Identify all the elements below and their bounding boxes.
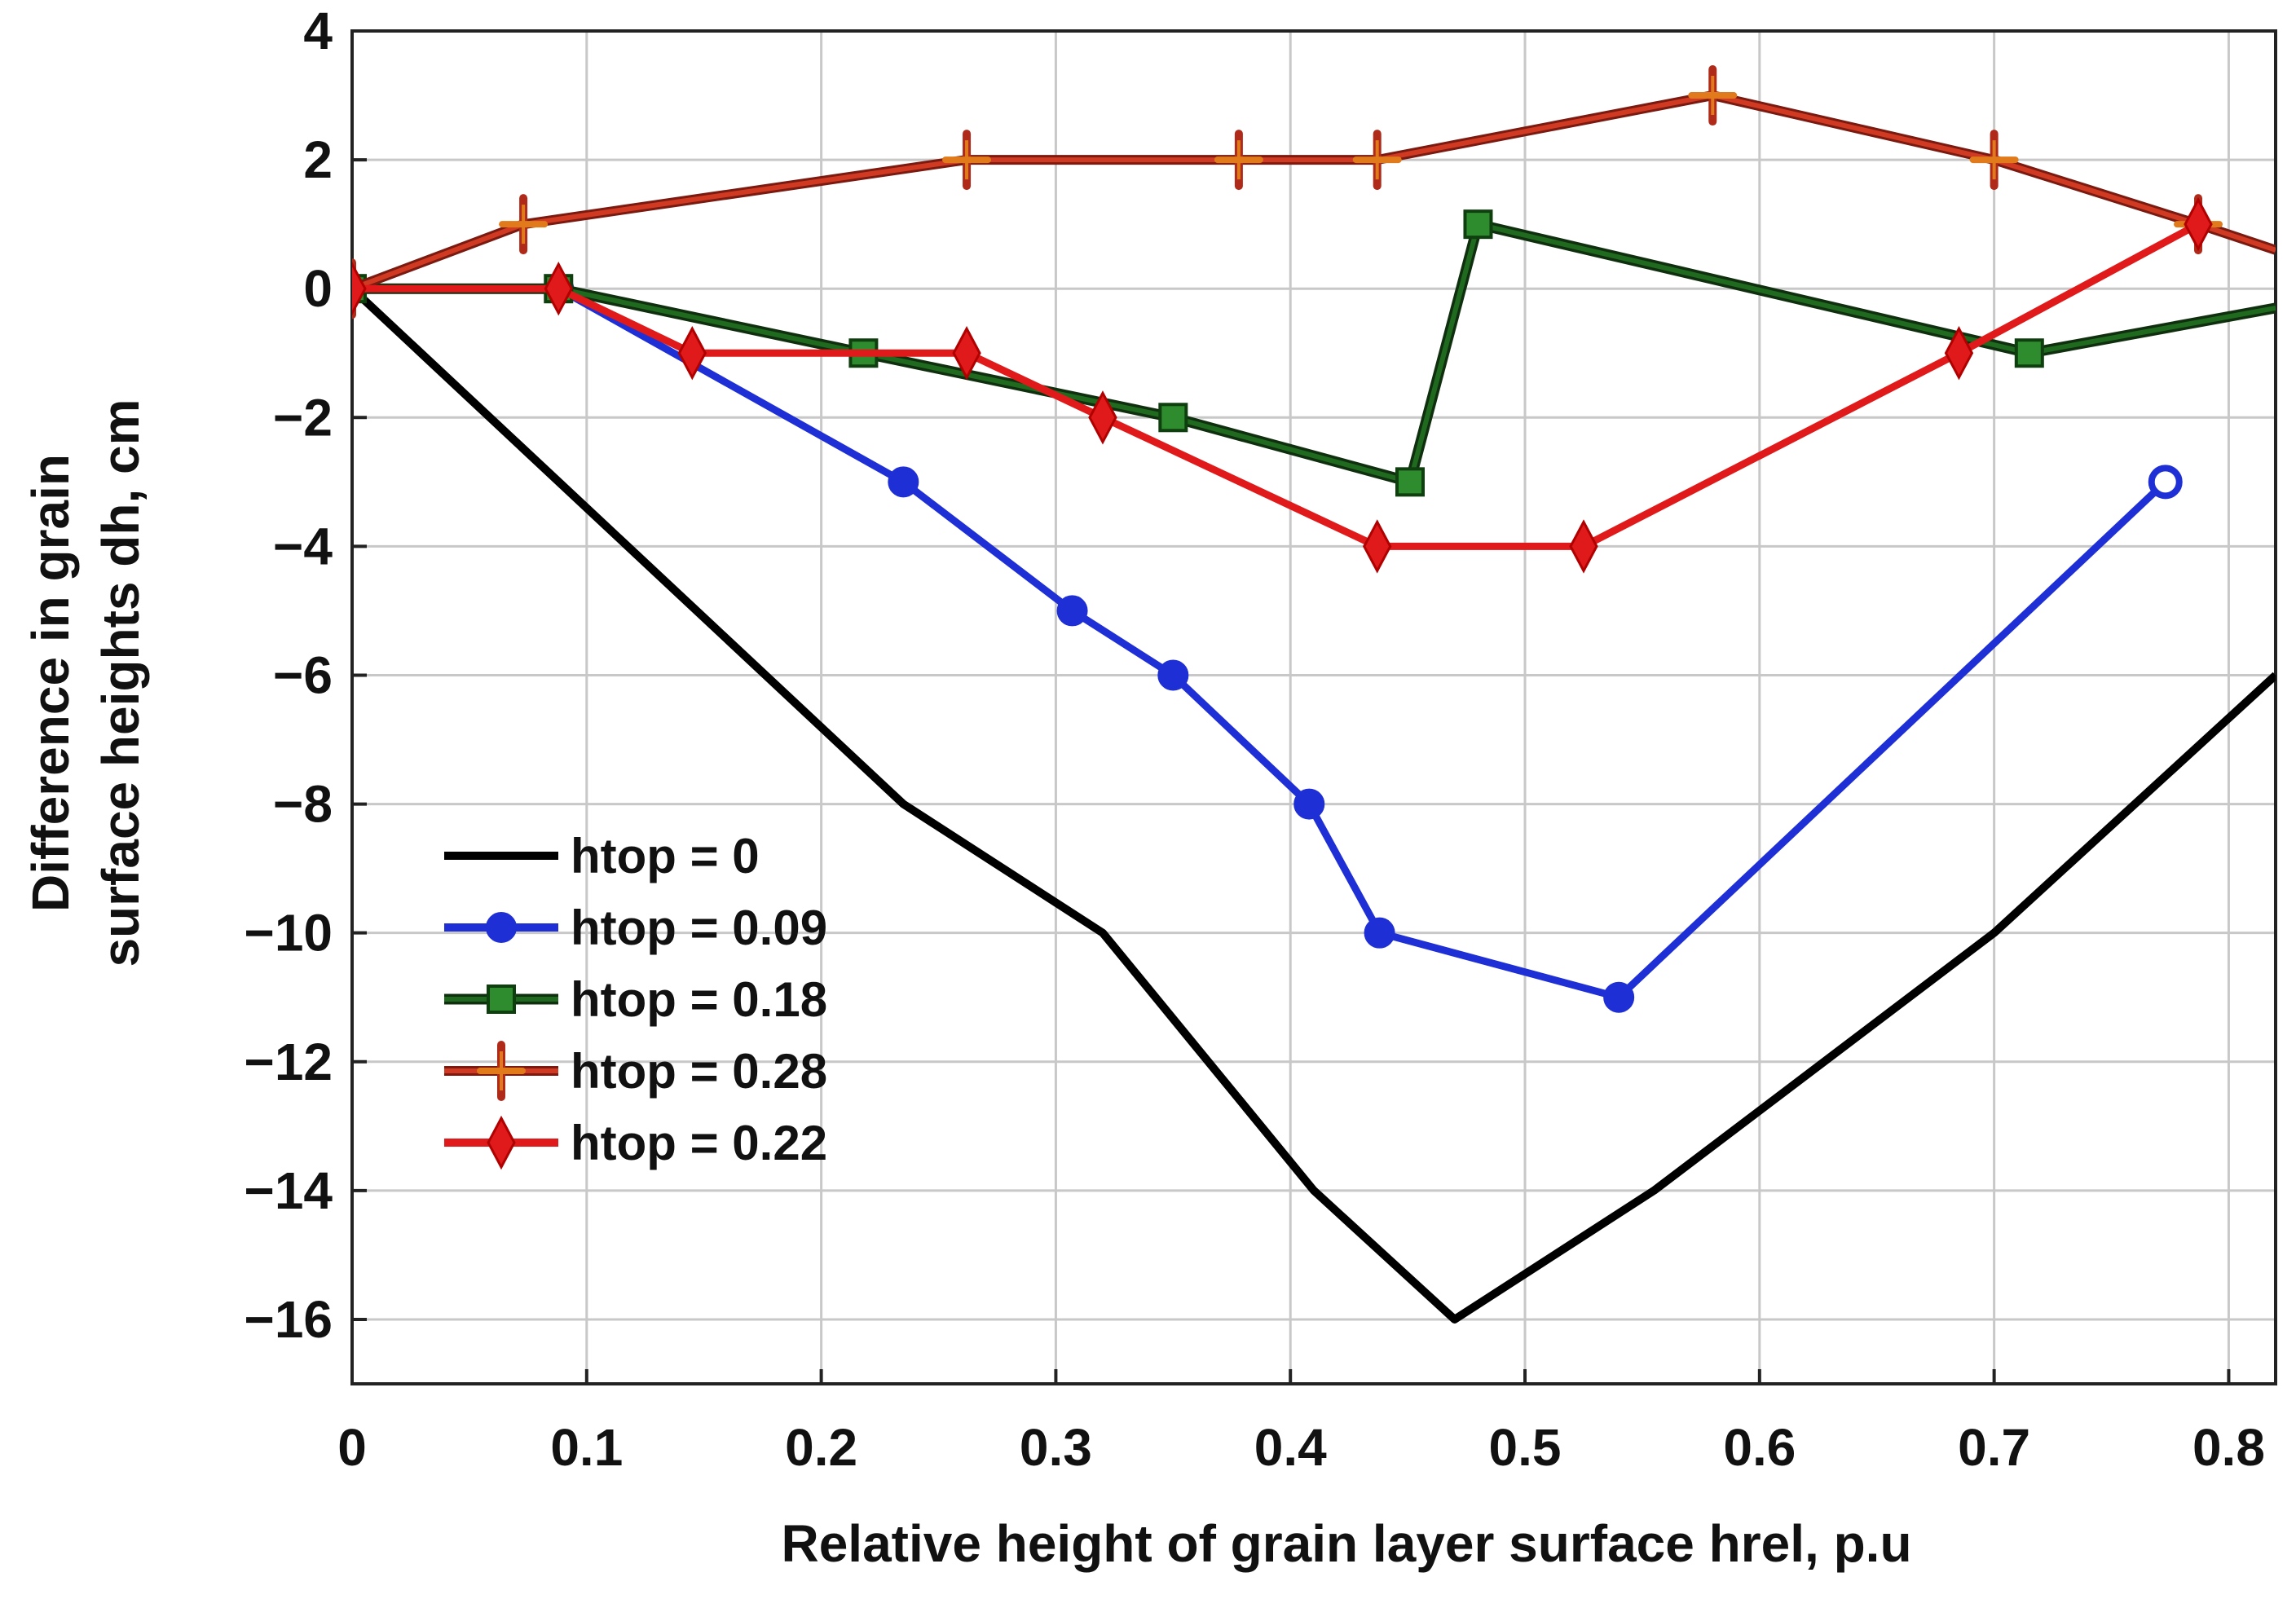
legend-label: htop = 0.18 bbox=[571, 972, 827, 1027]
y-tick-label: −12 bbox=[244, 1033, 333, 1091]
legend-label: htop = 0.22 bbox=[571, 1116, 827, 1170]
data-point-square bbox=[1158, 403, 1188, 433]
data-point-circle bbox=[1364, 917, 1395, 949]
y-axis-ticks: 4 2 0 −2 −4 −6 −8 −10 −12 −14 −16 bbox=[244, 2, 367, 1349]
y-tick-label: −2 bbox=[273, 388, 333, 447]
series-layer bbox=[352, 65, 2276, 1324]
y-tick-label: −4 bbox=[273, 517, 333, 575]
legend-label: htop = 0.28 bbox=[571, 1044, 827, 1099]
data-point-diamond bbox=[677, 326, 707, 381]
legend-item: htop = 0 bbox=[444, 829, 760, 883]
data-point-plus bbox=[1688, 65, 1738, 126]
x-tick-label: 0.4 bbox=[1254, 1418, 1327, 1477]
x-tick-label: 0 bbox=[337, 1418, 367, 1477]
legend-label: htop = 0 bbox=[571, 829, 760, 883]
series-line-outline bbox=[352, 90, 2276, 293]
series-line bbox=[352, 222, 2276, 485]
data-point-diamond bbox=[352, 262, 367, 316]
y-tick-label: 0 bbox=[303, 259, 333, 318]
data-point-circle bbox=[2148, 465, 2183, 500]
y-tick-label: −10 bbox=[244, 904, 333, 962]
data-point-circle bbox=[888, 466, 919, 498]
plot-frame bbox=[350, 29, 2277, 1385]
legend: htop = 0 htop = 0.09 htop = 0.18 htop = 0.2… bbox=[444, 829, 827, 1170]
data-point-diamond bbox=[487, 1115, 516, 1170]
data-point-diamond bbox=[544, 262, 573, 316]
y-tick-label: 2 bbox=[303, 130, 333, 189]
data-point-diamond bbox=[1088, 390, 1117, 445]
data-point-diamond bbox=[1944, 326, 1974, 381]
y-axis-title-line-2: surface heights dh, cm bbox=[91, 399, 150, 967]
legend-label: htop = 0.09 bbox=[571, 901, 827, 955]
data-point-square bbox=[2014, 338, 2044, 368]
data-point-circle bbox=[1603, 981, 1635, 1013]
x-axis-title: Relative height of grain layer surface h… bbox=[781, 1514, 1911, 1573]
data-point-diamond bbox=[1363, 519, 1392, 574]
data-point-square bbox=[1463, 209, 1493, 240]
y-tick-label: −16 bbox=[244, 1290, 333, 1349]
data-point-square bbox=[487, 985, 516, 1014]
data-point-plus bbox=[1214, 130, 1263, 191]
data-point-circle bbox=[1056, 595, 1088, 627]
data-point-diamond bbox=[952, 326, 981, 381]
data-point-plus bbox=[942, 130, 992, 191]
legend-item: htop = 0.22 bbox=[444, 1115, 827, 1170]
x-tick-label: 0.3 bbox=[1020, 1418, 1092, 1477]
series-line bbox=[352, 284, 2168, 1002]
series-line bbox=[352, 221, 2201, 550]
x-tick-label: 0.6 bbox=[1723, 1418, 1796, 1477]
data-point-diamond bbox=[1569, 519, 1598, 574]
data-point-plus bbox=[499, 194, 549, 255]
y-tick-label: 4 bbox=[303, 2, 333, 60]
y-tick-label: −8 bbox=[273, 775, 333, 834]
legend-item: htop = 0.18 bbox=[444, 972, 827, 1027]
series-htop-0-22 bbox=[352, 196, 2213, 574]
x-tick-label: 0.2 bbox=[785, 1418, 857, 1477]
series-htop-0-28 bbox=[352, 65, 2276, 319]
grid bbox=[350, 29, 2276, 1384]
data-point-circle bbox=[1293, 788, 1325, 820]
y-tick-label: −14 bbox=[244, 1161, 333, 1220]
series-line bbox=[352, 285, 2276, 1324]
legend-item: htop = 0.09 bbox=[444, 901, 827, 955]
y-axis-title-line-1: Difference in grain bbox=[21, 454, 80, 912]
data-point-plus bbox=[477, 1041, 526, 1101]
data-point-diamond bbox=[2184, 196, 2213, 252]
data-point-plus bbox=[1969, 130, 2019, 191]
data-point-plus bbox=[1352, 130, 1402, 191]
x-tick-label: 0.8 bbox=[2192, 1418, 2265, 1477]
x-tick-label: 0.5 bbox=[1489, 1418, 1562, 1477]
x-axis-ticks: 0 0.1 0.2 0.3 0.4 0.5 0.6 0.7 0.8 bbox=[337, 1369, 2265, 1477]
series-htop-0 bbox=[352, 285, 2276, 1324]
x-tick-label: 0.1 bbox=[550, 1418, 623, 1477]
series-line-outline bbox=[352, 218, 2276, 487]
data-point-circle bbox=[486, 912, 517, 943]
y-tick-label: −6 bbox=[273, 645, 333, 704]
data-point-circle bbox=[1157, 659, 1189, 691]
x-tick-label: 0.7 bbox=[1958, 1418, 2030, 1477]
legend-item: htop = 0.28 bbox=[444, 1041, 827, 1101]
y-axis-title: Difference in grain surface heights dh, … bbox=[21, 399, 150, 967]
series-line bbox=[352, 93, 2276, 291]
series-htop-0-18 bbox=[352, 209, 2276, 497]
data-point-square bbox=[1395, 467, 1425, 497]
